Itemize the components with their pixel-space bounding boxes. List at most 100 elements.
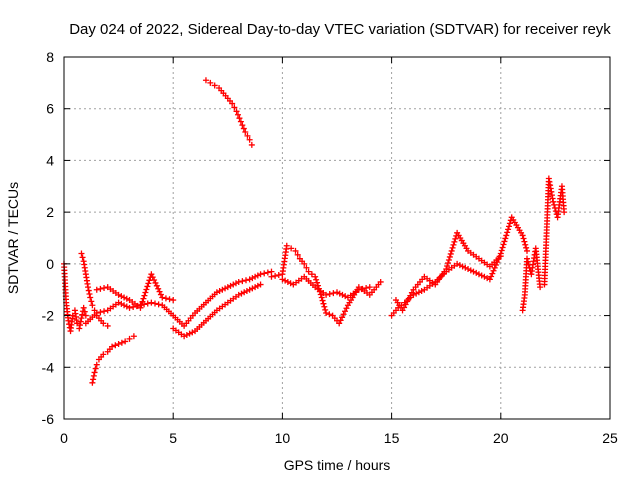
data-point [81, 308, 88, 315]
data-point [268, 268, 275, 275]
data-point [126, 304, 133, 311]
data-point [337, 317, 344, 324]
x-tick-label: 5 [169, 430, 177, 446]
data-point [481, 273, 488, 280]
data-point [343, 305, 350, 312]
data-point [524, 247, 531, 254]
data-point [451, 238, 458, 245]
data-point [91, 369, 98, 376]
data-point [413, 290, 420, 297]
data-point [97, 309, 104, 316]
axis-ticks: 0 5 10 15 20 25 -6 -4 -2 0 2 4 6 8 [42, 49, 618, 446]
data-point [112, 289, 119, 296]
series-seg-early-low [61, 260, 89, 335]
data-point [299, 258, 306, 265]
data-point [155, 301, 162, 308]
data-point [243, 288, 250, 295]
data-point [162, 295, 169, 302]
data-point [82, 267, 89, 274]
series-seg-morning-upper [93, 271, 177, 311]
data-point [78, 250, 85, 257]
y-tick-label: 6 [46, 101, 54, 117]
data-point [456, 262, 463, 269]
data-point [123, 295, 130, 302]
data-point [189, 312, 196, 319]
data-point [166, 296, 173, 303]
data-point [465, 266, 472, 273]
data-point [441, 268, 448, 275]
data-point [240, 125, 247, 132]
series-seg-early-drop [78, 250, 111, 329]
data-point [523, 244, 530, 251]
data-point [491, 264, 498, 271]
data-point [549, 195, 556, 202]
chart-title: Day 024 of 2022, Sidereal Day-to-day VTE… [69, 21, 611, 38]
x-tick-label: 10 [275, 430, 291, 446]
data-point [524, 258, 531, 265]
data-point [211, 291, 218, 298]
data-point [139, 298, 146, 305]
data-point [445, 259, 452, 266]
data-point [249, 285, 256, 292]
series-seg-morning [82, 268, 275, 329]
data-point [241, 289, 248, 296]
data-point [478, 272, 485, 279]
data-point [246, 276, 253, 283]
y-axis-title: SDTVAR / TECUs [5, 182, 21, 294]
grid-lines [64, 57, 610, 419]
data-point [244, 132, 251, 139]
x-tick-label: 25 [602, 430, 618, 446]
x-tick-label: 0 [60, 430, 68, 446]
data-point [222, 285, 229, 292]
data-point [254, 282, 261, 289]
data-point [314, 279, 321, 286]
data-point [115, 341, 122, 348]
data-point [216, 288, 223, 295]
data-point [235, 278, 242, 285]
data-point [121, 294, 128, 301]
data-point [318, 294, 325, 301]
data-point [227, 282, 234, 289]
data-point [287, 280, 294, 287]
data-point [279, 276, 286, 283]
data-point [248, 141, 255, 148]
data-point [249, 275, 256, 282]
data-point [520, 235, 527, 242]
data-point [233, 108, 240, 115]
data-point [178, 331, 185, 338]
data-point [148, 299, 155, 306]
data-point [340, 311, 347, 318]
data-point [144, 300, 151, 307]
data-point [282, 277, 289, 284]
data-point [308, 271, 315, 278]
data-point [309, 282, 316, 289]
y-tick-label: 0 [46, 256, 54, 272]
data-point [551, 201, 558, 208]
data-point [87, 294, 94, 301]
data-point [490, 267, 497, 274]
data-point [130, 303, 137, 310]
data-point [140, 295, 147, 302]
data-point [189, 329, 196, 336]
data-point [342, 293, 349, 300]
data-point [319, 297, 326, 304]
data-point [268, 273, 275, 280]
data-point [246, 286, 253, 293]
data-point [92, 365, 99, 372]
data-point [447, 250, 454, 257]
data-point [488, 273, 495, 280]
data-point [504, 229, 511, 236]
data-point [459, 263, 466, 270]
data-point [506, 220, 513, 227]
data-point [452, 235, 459, 242]
data-point [560, 205, 567, 212]
data-point [418, 288, 425, 295]
data-point [222, 301, 229, 308]
data-point [257, 281, 264, 288]
data-point [303, 264, 310, 271]
data-point [261, 270, 268, 277]
data-point [234, 111, 241, 118]
data-point [138, 301, 145, 308]
